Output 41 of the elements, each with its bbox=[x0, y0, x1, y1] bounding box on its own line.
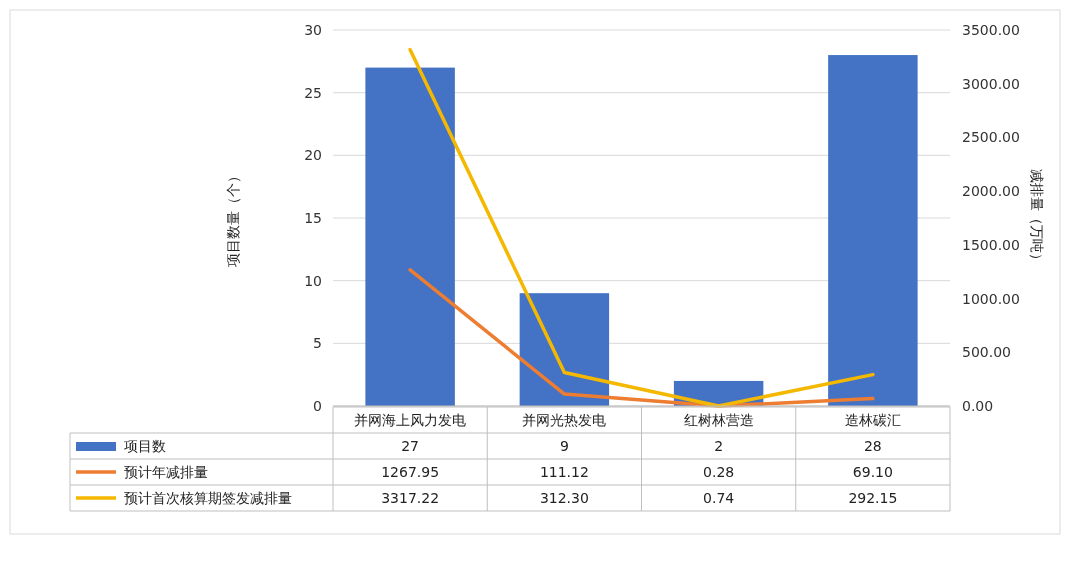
y2-tick-label: 2000.00 bbox=[962, 183, 1020, 200]
data-label: 0.74 bbox=[703, 490, 735, 506]
y2-tick-label: 3500.00 bbox=[962, 22, 1020, 38]
y2-axis-title: 减排量（万吨） bbox=[1029, 169, 1045, 267]
bar bbox=[365, 67, 455, 406]
y2-tick-label: 1000.00 bbox=[962, 290, 1020, 307]
x-tick-label: 并网海上风力发电 bbox=[354, 412, 467, 428]
y2-tick-label: 500.00 bbox=[962, 344, 1011, 361]
y-tick-label: 25 bbox=[304, 84, 322, 101]
legend-label: 预计年减排量 bbox=[124, 464, 208, 480]
y-tick-label: 10 bbox=[304, 272, 322, 289]
legend-label: 项目数 bbox=[124, 438, 166, 454]
data-label: 3317.22 bbox=[381, 490, 440, 506]
bar bbox=[828, 55, 918, 406]
y2-tick-label: 0.00 bbox=[962, 398, 994, 414]
legend-label: 预计首次核算期签发减排量 bbox=[124, 490, 292, 506]
data-label: 312.30 bbox=[539, 490, 589, 506]
y-axis-title: 项目数量（个） bbox=[225, 169, 241, 267]
data-label: 0.28 bbox=[703, 464, 735, 480]
x-tick-label: 红树林营造 bbox=[683, 412, 754, 428]
x-tick-label: 造林碳汇 bbox=[844, 412, 901, 428]
y-tick-label: 5 bbox=[313, 335, 322, 352]
line-series bbox=[408, 47, 875, 408]
data-label: 292.15 bbox=[848, 490, 898, 506]
y2-tick-label: 3000.00 bbox=[962, 75, 1020, 92]
data-label: 69.10 bbox=[852, 464, 893, 480]
y2-tick-label: 1500.00 bbox=[962, 236, 1020, 253]
data-label: 27 bbox=[401, 438, 420, 454]
y2-tick-label: 2500.00 bbox=[962, 129, 1020, 146]
data-label: 1267.95 bbox=[381, 464, 440, 480]
line-series bbox=[408, 268, 875, 408]
x-tick-label: 并网光热发电 bbox=[522, 412, 607, 428]
data-label: 9 bbox=[559, 438, 569, 454]
y-tick-label: 30 bbox=[304, 22, 322, 38]
data-label: 2 bbox=[714, 438, 724, 454]
y-tick-label: 20 bbox=[304, 147, 322, 164]
y-tick-label: 0 bbox=[313, 398, 322, 414]
y-tick-label: 15 bbox=[304, 210, 322, 226]
data-label: 111.12 bbox=[539, 464, 589, 480]
bar bbox=[519, 293, 610, 406]
data-label: 28 bbox=[863, 438, 882, 454]
